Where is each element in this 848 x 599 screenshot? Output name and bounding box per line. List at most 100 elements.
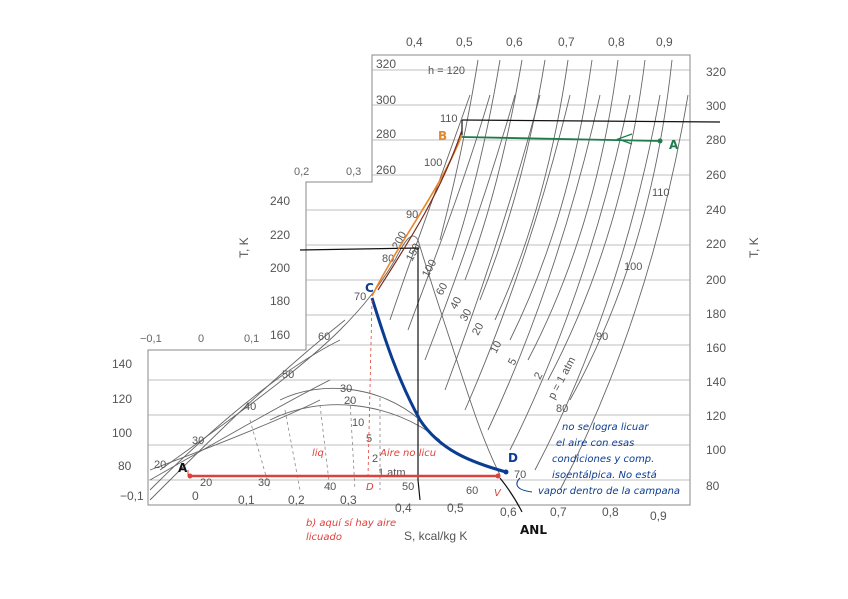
iso-label: 60 xyxy=(318,331,330,343)
right-tick: 300 xyxy=(706,99,726,113)
blue-note-line: isoentálpica. No está xyxy=(552,469,657,481)
point-d-dot xyxy=(503,469,509,475)
point-anl: ANL xyxy=(520,523,547,537)
bottom-tick: −0,1 xyxy=(120,489,144,503)
iso-label: 10 xyxy=(352,417,364,429)
iso-label: 70 xyxy=(514,469,526,481)
blue-note-line: el aire con esas xyxy=(556,438,634,449)
process-line-dark xyxy=(377,129,463,291)
not-liquefied-note: Aire no licu xyxy=(379,448,436,459)
isoline-labels: h = 120 110 100 90 80 70 60 50 40 30 20 … xyxy=(154,65,670,497)
liquid-lines xyxy=(149,319,441,501)
iso-label: 30 xyxy=(458,307,474,323)
bottom-tick: 0,9 xyxy=(650,509,667,523)
bottom-tick: 0,1 xyxy=(238,493,255,507)
right-tick: 160 xyxy=(706,341,726,355)
iso-label: 30 xyxy=(192,435,204,447)
isenthalpic-curves xyxy=(439,59,673,401)
right-axis-label: T, K xyxy=(747,237,761,258)
left-tick: 260 xyxy=(376,163,396,177)
top-tick: 0,6 xyxy=(506,35,523,49)
iso-label: 50 xyxy=(282,369,294,381)
iso-label: 110 xyxy=(652,187,670,199)
green-process xyxy=(461,133,663,145)
iso-label: 40 xyxy=(324,481,336,493)
iso-label: 30 xyxy=(340,383,352,395)
point-d-left: D xyxy=(366,482,374,493)
top-ticks: 0,4 0,5 0,6 0,7 0,8 0,9 xyxy=(406,35,673,49)
iso-label: 60 xyxy=(434,281,450,297)
iso-label: 1 atm xyxy=(378,467,406,479)
iso-label: 50 xyxy=(402,481,414,493)
point-v-dot xyxy=(495,473,501,479)
right-tick: 140 xyxy=(706,375,726,389)
iso-label: 40 xyxy=(244,401,256,413)
point-v: V xyxy=(494,488,502,499)
saturation-dome xyxy=(159,235,501,476)
bottom-tick: 0,7 xyxy=(550,505,567,519)
right-tick: 200 xyxy=(706,273,726,287)
blue-note-line: vapor dentro de la campana xyxy=(538,486,680,497)
left-axis-label: T, K xyxy=(237,237,251,258)
right-tick: 320 xyxy=(706,65,726,79)
top-tick: 0,5 xyxy=(456,35,473,49)
bottom-tick: 0,2 xyxy=(288,493,305,507)
right-ticks: 320 300 280 260 240 220 200 180 160 140 … xyxy=(706,65,726,493)
point-d: D xyxy=(508,451,518,465)
iso-label: 5 xyxy=(506,356,519,367)
iso-label: 10 xyxy=(488,339,504,355)
point-a-left-dot xyxy=(187,473,193,479)
iso-label: 80 xyxy=(556,403,568,415)
right-tick: 80 xyxy=(706,479,720,493)
iso-label: 70 xyxy=(354,291,366,303)
liquid-note: liq xyxy=(312,448,324,459)
right-tick: 260 xyxy=(706,168,726,182)
point-a-left: A xyxy=(178,461,188,475)
left-tick: 200 xyxy=(270,261,290,275)
iso-label: 100 xyxy=(420,258,439,280)
iso-label: 40 xyxy=(448,295,464,311)
left-tick: 220 xyxy=(270,228,290,242)
right-tick: 280 xyxy=(706,133,726,147)
bottom-tick: 0,3 xyxy=(340,493,357,507)
right-tick: 100 xyxy=(706,443,726,457)
chart-frame xyxy=(147,54,691,506)
point-c: C xyxy=(365,281,374,295)
left-tick: 300 xyxy=(376,93,396,107)
iso-label: 2 xyxy=(372,453,378,465)
top-tick: 0,4 xyxy=(406,35,423,49)
iso-label: 60 xyxy=(466,485,478,497)
bottom-tick: 0,5 xyxy=(447,501,464,515)
b-note-line1: b) aquí sí hay aire xyxy=(306,517,396,529)
step-tick: 0,2 xyxy=(294,166,309,178)
point-a-right: A xyxy=(669,138,679,152)
iso-label: 90 xyxy=(406,209,418,221)
left-tick: 280 xyxy=(376,127,396,141)
bottom-tick: 0,6 xyxy=(500,505,517,519)
top-tick: 0,9 xyxy=(656,35,673,49)
isobar-curves xyxy=(389,94,689,491)
right-tick: 120 xyxy=(706,409,726,423)
left-tick: 180 xyxy=(270,294,290,308)
iso-label: 100 xyxy=(424,157,442,169)
left-tick: 120 xyxy=(112,392,132,406)
left-ticks: 320 300 280 260 240 220 200 180 160 140 … xyxy=(112,57,396,473)
bottom-tick: 0,4 xyxy=(395,501,412,515)
iso-label: 30 xyxy=(258,477,270,489)
left-tick: 140 xyxy=(112,357,132,371)
iso-label: 110 xyxy=(440,113,458,125)
blue-note-line: condiciones y comp. xyxy=(552,454,654,465)
iso-label: 100 xyxy=(624,261,642,273)
right-tick: 240 xyxy=(706,203,726,217)
iso-label: 20 xyxy=(470,321,486,337)
vapor-arrow xyxy=(516,477,533,493)
bottom-axis-label: S, kcal/kg K xyxy=(404,529,467,543)
bottom-tick: 0 xyxy=(192,489,199,503)
left-tick: 160 xyxy=(270,328,290,342)
left-tick: 320 xyxy=(376,57,396,71)
right-tick: 220 xyxy=(706,237,726,251)
left-tick: 240 xyxy=(270,194,290,208)
top-tick: 0,8 xyxy=(608,35,625,49)
